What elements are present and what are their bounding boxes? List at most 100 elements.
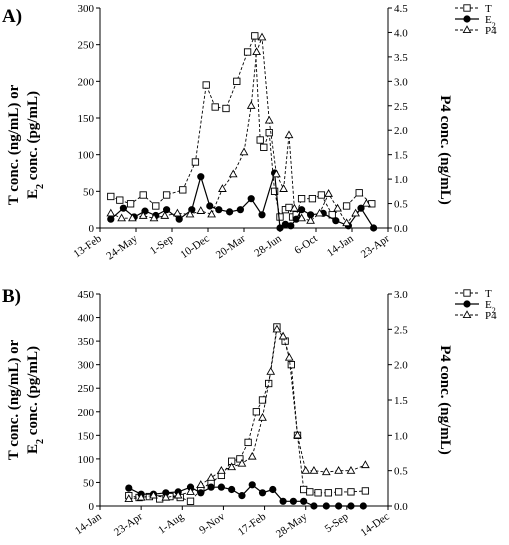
panel-b-y-right-tick-label: 1.5 [394, 395, 408, 407]
panel-b-y-right-tick-label: 2.5 [394, 324, 408, 336]
panel-b-legend-marker-t [463, 289, 471, 297]
panel-a-series-p4-point [252, 47, 261, 56]
panel-b-series-t-point [186, 497, 195, 505]
panel-a-x-tick-label: 10-Dec [178, 233, 211, 261]
panel-a-series-t-point [260, 143, 268, 151]
panel-b-series-e2-point [125, 484, 133, 492]
panel-a-x-tick-label: 20-Mar [214, 232, 248, 261]
panel-a-series-t-point [256, 136, 264, 144]
panel-a-legend-marker-e2 [463, 15, 471, 23]
panel-a-series-p4-point [342, 218, 351, 227]
panel-a-x-tick-label: 14-Jan [325, 232, 356, 259]
panel-a-series-t-point [211, 103, 219, 111]
panel-a-series-e2-point [175, 215, 183, 223]
panel-a-series-e2-point [258, 211, 266, 219]
panel-a-series-t-point [265, 129, 273, 137]
panel-b-series-e2-point [238, 492, 246, 500]
panel-a-x-tick-label: 1-Sep [148, 232, 176, 257]
panel-b-series-e2-line [128, 483, 364, 507]
panel-a-series-t-point [202, 81, 210, 89]
panel-b-series-e2-point [248, 481, 256, 489]
panel-b-series-t-point [258, 396, 267, 404]
panel-a-series-p4-point [160, 211, 170, 219]
panel-a-series-e2-point [197, 173, 205, 181]
panel-b-series-p4-point [247, 451, 257, 460]
panel-b-series-p4-point [237, 458, 247, 467]
panel-b-series-p4-point [266, 367, 276, 375]
panel-b-x-tick-label: 9-Nov [197, 510, 227, 536]
panel-b-y-left-tick-label: 0 [89, 501, 95, 513]
panel-a-y-left-tick-label: 250 [78, 40, 95, 52]
panel-b-series-e2-point [310, 502, 318, 510]
panel-a-series-t-point [126, 200, 135, 208]
panel-a-x-tick-label: 24-May [104, 232, 140, 262]
panel-b-series-t-point [347, 488, 355, 496]
panel-b-y-left-tick-label: 150 [78, 430, 95, 442]
panel-b-x-tick-label: 5-Sep [323, 510, 351, 535]
panel-a-series-p4-point [257, 32, 267, 41]
panel-b-label: B) [2, 286, 21, 307]
panel-b-x-tick-label: 14-Jan [73, 510, 104, 537]
panel-a-y-right-tick-label: 4.0 [394, 27, 408, 39]
panel-b-series-p4-line [128, 328, 366, 500]
panel-a-y-left-tick-label: 50 [83, 186, 95, 198]
panel-a-series-p4-point [185, 209, 195, 218]
panel-a-series-p4-point [173, 208, 182, 217]
panel-a-series-p4-point [272, 169, 281, 178]
panel-a-series-p4-point [279, 184, 288, 192]
panel-a-series-t-point [139, 191, 147, 199]
panel-b-legend-marker-p4 [462, 310, 472, 319]
panel-a-series-p4-point [297, 213, 306, 222]
panel-a-x-tick-label: 13-Feb [71, 232, 104, 260]
panel-b-legend-marker-e2 [463, 300, 471, 308]
panel-a-series-t-line [110, 35, 373, 219]
panel-b-y-left-tick-label: 250 [78, 383, 95, 395]
panel-b-series-t-point [287, 361, 295, 369]
panel-a-series-p4-point [228, 169, 238, 178]
panel-a-y-right-tick-label: 1.5 [394, 150, 408, 162]
panel-b-series-p4-point [227, 462, 237, 471]
panel-a-y-left-tick-label: 100 [78, 150, 95, 162]
panel-a-y-right-tick-label: 2.0 [394, 125, 408, 137]
panel-b-series-p4-point [258, 412, 267, 421]
panel-a-series-e2-point [119, 204, 128, 212]
panel-a-series-t-point [191, 158, 200, 166]
panel-b-series-t-line [128, 325, 366, 502]
panel-a-series-t-point [355, 189, 363, 197]
panel-a-series-e2-point [226, 208, 234, 216]
panel-a-legend-marker-p4 [462, 25, 472, 34]
panel-a-y-right-tick-label: 1.0 [394, 174, 408, 186]
panel-a-series-e2-point [287, 222, 295, 230]
panel-b-y-right-tick-label: 2.0 [394, 360, 408, 372]
panel-a-series-e2-point [163, 206, 171, 214]
panel-b-series-t-point [314, 489, 322, 497]
panel-b-series-e2-point [269, 485, 277, 494]
panel-a-x-tick-label: 6-Oct [292, 233, 319, 257]
panel-b-y-right-title: P4 conc. (ng/mL) [437, 345, 453, 455]
panel-b-series-e2-point [300, 497, 308, 505]
panel-a-series-p4-point [315, 208, 324, 217]
panel-a-y-left-title-line2: E2 conc. (pg/mL) [25, 91, 46, 199]
panel-b-series-p4-point [293, 430, 302, 439]
panel-b-y-right-tick-label: 3.0 [394, 289, 408, 301]
panel-a-legend-label-e2: E2 [485, 14, 496, 30]
panel-b-series-p4-point [206, 473, 216, 481]
panel-a-series-p4-point [324, 189, 333, 197]
panel-a-series-t-point [233, 77, 241, 85]
panel-b-y-left-title-line1: T conc. (ng/mL) or [6, 339, 22, 460]
panel-a-y-right-title: P4 conc. (ng/mL) [437, 95, 453, 205]
panel-a-series-t-point [276, 213, 284, 221]
panel-a-label: A) [2, 6, 22, 27]
panel-b-y-left-title-line2: E2 conc. (pg/mL) [25, 346, 46, 454]
panel-b-series-t-point [306, 488, 314, 496]
panel-b-series-t-point [334, 488, 343, 496]
panel-b-series-p4-point [196, 480, 206, 488]
panel-a-series-t-point [308, 195, 317, 203]
panel-a-series-t-point [270, 187, 279, 195]
panel-b-series-p4-point [136, 492, 146, 501]
panel-b-legend-label-e2: E2 [485, 299, 496, 315]
panel-a-y-left-tick-label: 200 [78, 76, 95, 88]
